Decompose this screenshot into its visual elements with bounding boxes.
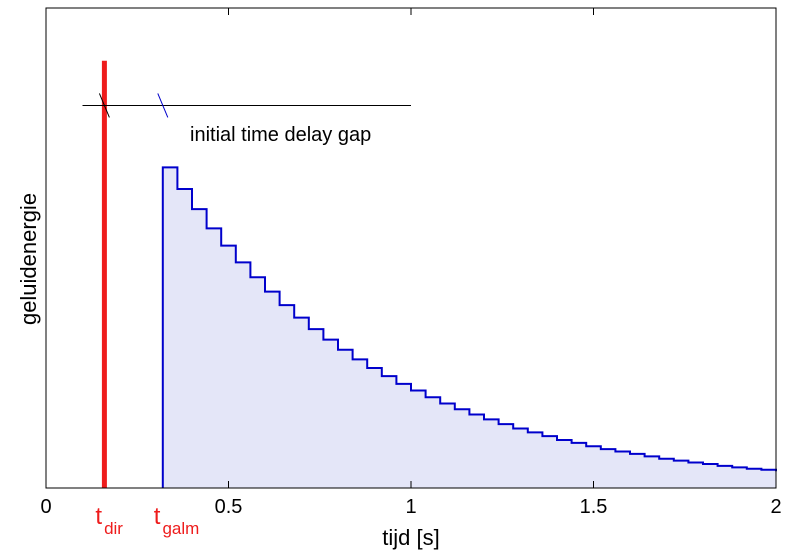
x-tick-label: 0.5 bbox=[215, 496, 243, 518]
decay-area bbox=[162, 167, 777, 489]
annotation-text: initial time delay gap bbox=[190, 124, 371, 146]
x-tick-label: 0 bbox=[40, 496, 51, 518]
gap-start-tick bbox=[98, 93, 110, 118]
marker-dir-label: t dir bbox=[95, 503, 123, 538]
marker-galm-subscript: galm bbox=[162, 519, 199, 538]
decay-layer bbox=[161, 166, 777, 489]
tick-layer: 0 0.5 1 1.5 2 bbox=[40, 8, 782, 518]
x-tick-label: 1.5 bbox=[580, 496, 608, 518]
marker-dir-subscript: dir bbox=[104, 519, 123, 538]
y-axis-label: geluidenergie bbox=[16, 193, 41, 325]
x-tick-label: 1 bbox=[405, 496, 416, 518]
x-axis-label: tijd [s] bbox=[382, 525, 439, 550]
annotation-layer: initial time delay gap bbox=[82, 93, 411, 146]
gap-end-tick bbox=[157, 93, 169, 118]
marker-layer: t dir t galm bbox=[95, 503, 199, 538]
x-tick-label: 2 bbox=[770, 496, 781, 518]
marker-galm-label: t galm bbox=[154, 503, 200, 538]
decay-line bbox=[161, 166, 777, 488]
